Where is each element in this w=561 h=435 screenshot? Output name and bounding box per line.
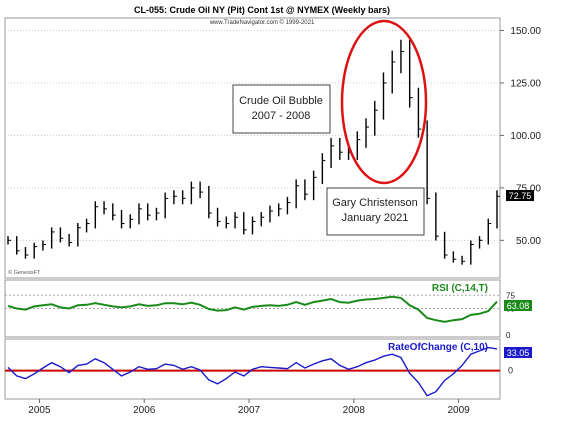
rsi-y-tick-label: 0	[506, 331, 511, 340]
roc-last-value: 33.05	[507, 348, 530, 358]
rsi-y-tick-label: 75	[506, 291, 515, 300]
chart-copyright: www.TradeNavigator.com © 1999-2021	[209, 19, 315, 26]
price-last-value: 72.75	[509, 191, 532, 201]
rsi-last-badge	[504, 300, 532, 311]
axis-layer: 150.00 125.00 100.00 75.00 50.00 2005 2006 2007…	[28, 26, 541, 416]
roc-line	[7, 346, 498, 397]
x-tick-label: 2007	[238, 405, 261, 416]
price-y-tick-label: 150.00	[510, 26, 541, 37]
roc-last-badge	[504, 347, 532, 358]
price-panel-frame	[4, 17, 501, 279]
x-tick-label: 2006	[133, 405, 156, 416]
roc-y-tick-label: 0	[508, 366, 513, 376]
rsi-label: RSI (C,14,T)	[432, 283, 488, 294]
x-tick-label: 2005	[28, 405, 51, 416]
author-annotation-line1: Gary Christenson	[332, 197, 418, 209]
price-y-tick-label: 125.00	[510, 78, 541, 89]
author-annotation-line2: January 2021	[342, 212, 409, 224]
watermark-label: © GenesisFT	[8, 269, 41, 276]
author-annotation-box	[326, 187, 425, 236]
bubble-highlight-ellipse	[340, 19, 428, 185]
rsi-line	[7, 295, 498, 323]
bubble-annotation-line1: Crude Oil Bubble	[239, 95, 323, 107]
x-tick-label: 2008	[343, 405, 366, 416]
bubble-annotation-line2: 2007 - 2008	[252, 110, 311, 122]
price-y-tick-label: 100.00	[510, 131, 541, 142]
chart-title: CL-055: Crude Oil NY (Pit) Cont 1st @ NY…	[134, 5, 390, 15]
price-series	[7, 39, 500, 265]
price-y-tick-label: 50.00	[516, 236, 541, 247]
bubble-annotation-box	[232, 84, 331, 134]
x-tick-label: 2009	[447, 405, 470, 416]
price-last-badge	[506, 190, 534, 201]
roc-series	[7, 346, 498, 397]
rsi-series	[7, 295, 498, 323]
roc-label: RateOfChange (C,10)	[388, 342, 488, 353]
rsi-last-value: 63.08	[507, 301, 530, 311]
price-y-tick-label: 75.00	[516, 183, 541, 194]
